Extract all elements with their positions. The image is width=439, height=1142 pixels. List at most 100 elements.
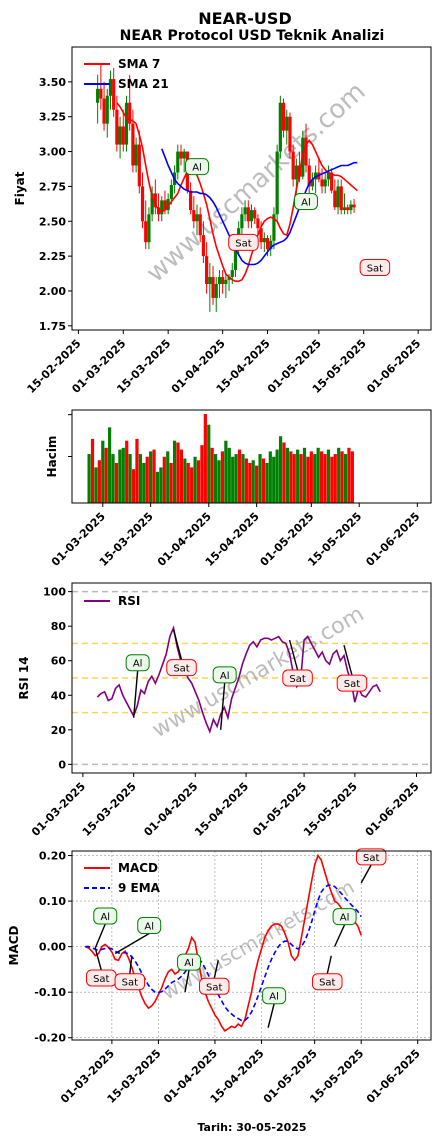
- chart-subtitle: NEAR Protocol USD Teknik Analizi: [120, 28, 385, 44]
- annotation-arrow: [267, 1003, 275, 1028]
- volume-bar: [275, 449, 279, 503]
- volume-bar: [90, 438, 95, 503]
- volume-bar: [207, 424, 211, 503]
- legend-entry: SMA 7: [118, 57, 160, 71]
- annotation-arrow: [132, 670, 139, 718]
- volume-bar: [183, 458, 187, 503]
- y-tick-label: 2.50: [39, 215, 66, 228]
- volume-bar: [244, 458, 248, 503]
- volume-bar: [350, 451, 354, 503]
- buy-signal-box: [177, 953, 202, 971]
- volume-bar: [138, 454, 142, 503]
- y-tick-label: 3.50: [39, 76, 66, 89]
- candle-body: [333, 190, 337, 208]
- volume-bar: [203, 414, 207, 503]
- y-tick-label: 100: [43, 586, 66, 599]
- candle-body: [121, 126, 125, 145]
- volume-bar: [261, 458, 266, 503]
- candle-body: [227, 277, 231, 280]
- volume-bar: [149, 451, 153, 503]
- buy-signal-box: [137, 916, 162, 934]
- candle-body: [169, 185, 173, 199]
- annotation-arrow: [343, 645, 353, 676]
- candle-body: [211, 277, 215, 298]
- volume-bar: [326, 449, 331, 503]
- annotation-arrow: [333, 924, 346, 947]
- sell-signal-label: Sat: [344, 679, 360, 690]
- volume-bar: [343, 454, 348, 503]
- x-tick-label: 15-04-2025: [192, 780, 251, 839]
- volume-bar: [231, 456, 235, 503]
- y-tick-label: 3.25: [39, 111, 66, 124]
- candle-body: [304, 137, 308, 166]
- annotation-arrow: [213, 960, 219, 979]
- volume-bar: [272, 456, 276, 503]
- rsi-line: [96, 625, 381, 734]
- candle-body: [137, 144, 141, 187]
- volume-bar: [302, 447, 307, 503]
- candle-body: [128, 102, 132, 124]
- volume-bar: [128, 454, 132, 503]
- price-panel: www.uscmarkets.comAlSatAlSat1.752.002.25…: [13, 46, 432, 396]
- candle-body: [323, 179, 327, 187]
- annotation-arrow: [360, 864, 372, 884]
- candle-body: [262, 237, 266, 243]
- y-tick-label: 60: [51, 655, 67, 668]
- candle-body: [275, 151, 279, 215]
- volume-bar: [200, 445, 204, 503]
- volume-bar: [296, 449, 300, 503]
- volume-bar: [125, 440, 129, 503]
- candle-body: [105, 95, 109, 124]
- volume-bar: [193, 456, 197, 503]
- candle-body: [307, 165, 311, 187]
- buy-signal-box: [185, 158, 210, 176]
- volume-bar: [330, 456, 334, 503]
- plot-frame: [71, 582, 432, 774]
- candle-body: [131, 123, 135, 166]
- volume-bar: [217, 460, 221, 503]
- volume-bar: [101, 440, 105, 503]
- sell-signal-label: Sat: [173, 664, 189, 675]
- x-tick-label: 15-05-2025: [301, 780, 360, 839]
- y-axis-label: MACD: [7, 925, 21, 965]
- candle-body: [176, 151, 180, 173]
- buy-signal-box: [212, 666, 237, 684]
- candle-body: [214, 283, 218, 298]
- volume-bar: [214, 454, 218, 503]
- candle-body: [192, 210, 196, 222]
- candle-body: [198, 214, 202, 236]
- candle-body: [240, 214, 244, 229]
- candle-body: [272, 214, 276, 241]
- buy-signal-box: [125, 654, 150, 672]
- volume-bar: [268, 451, 272, 503]
- volume-bar: [179, 449, 184, 503]
- candle-body: [256, 218, 260, 229]
- legend-entry: SMA 21: [118, 77, 169, 91]
- x-tick-label: 01-06-2025: [363, 780, 422, 839]
- volume-bar: [135, 438, 139, 503]
- candle-body: [140, 186, 145, 222]
- volume-bar: [234, 454, 238, 503]
- candle-body: [188, 190, 193, 211]
- candle-body: [288, 116, 292, 152]
- buy-signal-label: Al: [100, 912, 110, 923]
- y-tick-label: 0: [58, 758, 66, 771]
- candle-body: [134, 144, 138, 166]
- annotation-arrow: [288, 639, 299, 671]
- candle-body: [217, 277, 222, 284]
- volume-bar: [104, 447, 108, 503]
- sell-signal-box: [336, 674, 368, 692]
- annotation-arrow: [219, 682, 226, 730]
- legend-entry: RSI: [118, 594, 140, 608]
- volume-bar: [114, 462, 119, 503]
- y-axis-label: Hacim: [45, 436, 59, 478]
- sell-signal-label: Sat: [363, 853, 379, 864]
- volume-bar: [265, 462, 269, 503]
- y-tick-label: 20: [51, 724, 67, 737]
- y-axis-label: Fiyat: [13, 171, 27, 205]
- candle-body: [310, 179, 315, 187]
- legend-entry: MACD: [118, 861, 158, 875]
- y-tick-label: 3.00: [39, 146, 66, 159]
- chart-title: NEAR-USD: [198, 9, 291, 28]
